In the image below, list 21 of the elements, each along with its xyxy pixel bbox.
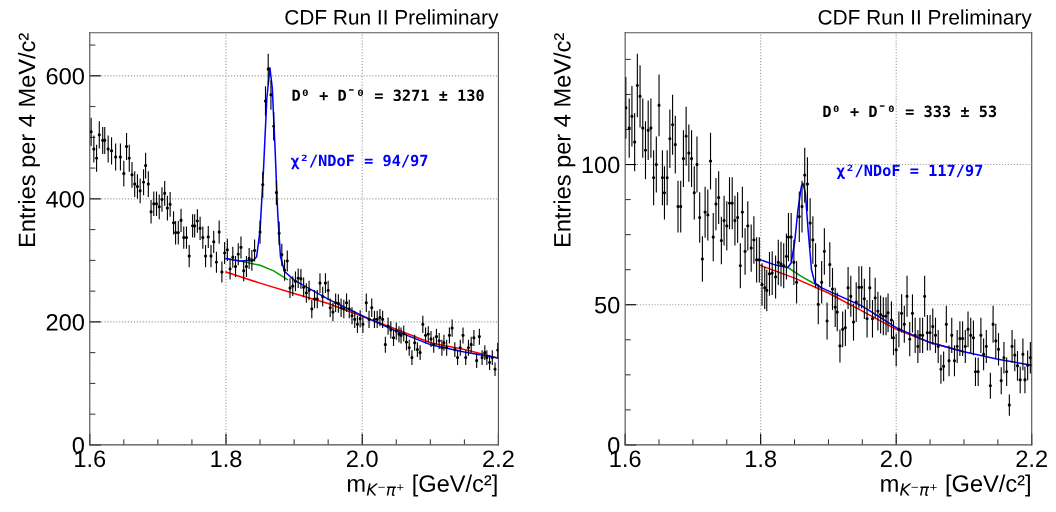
annotation: χ²/NDoF = 117/97: [836, 164, 983, 180]
x-tick-label: 2.0: [346, 450, 378, 468]
annotation: D⁰ + D̄⁰ = 3271 ± 130: [292, 89, 484, 102]
x-tick-label: 1.8: [746, 450, 777, 468]
chart-title: CDF Run II Preliminary: [818, 9, 1032, 29]
x-tick-label: 2.0: [880, 450, 912, 468]
annotation: D⁰ + D̄⁰ = 333 ± 53: [823, 105, 997, 118]
y-tick-label: 100: [582, 156, 620, 174]
y-axis-title: Entries per 4 MeV/c²: [17, 33, 40, 247]
x-tick-label: 2.2: [483, 450, 514, 467]
annotation: χ²/NDoF = 94/97: [291, 154, 428, 170]
x-tick-label: 1.8: [211, 450, 242, 468]
y-tick-label: 600: [46, 67, 84, 85]
y-axis-title: Entries per 4 MeV/c²: [553, 33, 576, 247]
chart-title: CDF Run II Preliminary: [285, 9, 499, 29]
y-tick-label: 400: [46, 190, 84, 208]
x-axis-title: m$_{K⁻π⁺}$ [GeV/c²]: [881, 474, 1030, 497]
y-tick-label: 200: [46, 313, 84, 331]
x-tick-label: 2.2: [1016, 450, 1047, 467]
y-tick-label: 50: [594, 296, 620, 314]
x-axis-title: m$_{K⁻π⁺}$ [GeV/c²]: [347, 474, 497, 497]
